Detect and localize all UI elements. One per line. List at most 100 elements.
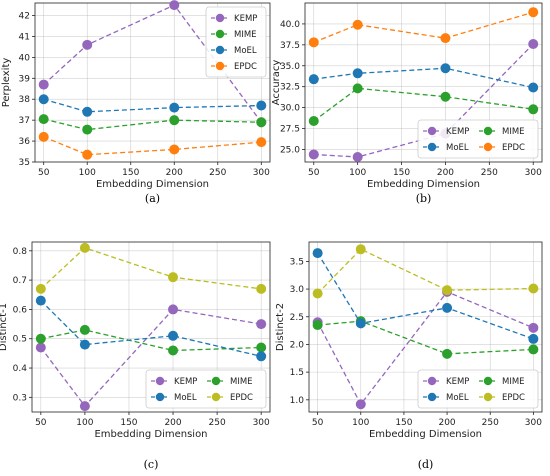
data-point-mime (38, 114, 49, 125)
legend-marker-epdc (215, 61, 225, 71)
x-tick-label: 300 (253, 418, 270, 428)
data-point-kemp (82, 39, 93, 50)
data-point-epdc (312, 288, 323, 299)
panel-caption: (a) (145, 192, 160, 205)
x-tick-label: 300 (525, 168, 542, 178)
x-tick-label: 50 (312, 418, 324, 428)
x-tick-label: 100 (352, 418, 369, 428)
y-tick-label: 0.3 (13, 393, 27, 403)
data-point-epdc (528, 283, 539, 294)
data-point-moel (312, 248, 323, 259)
data-point-moel (169, 102, 180, 113)
data-point-mime (308, 115, 319, 126)
y-axis-label: Accuracy (271, 60, 282, 106)
y-axis-label: Distinct-1 (0, 303, 9, 351)
legend-label-kemp: KEMP (446, 127, 469, 137)
data-point-epdc (169, 144, 180, 155)
legend: KEMP MIME MoEL EPDC (417, 119, 539, 159)
y-tick-label: 35 (19, 158, 30, 168)
data-point-epdc (168, 272, 179, 283)
data-point-kemp (168, 304, 179, 315)
legend-label-kemp: KEMP (446, 377, 469, 387)
data-point-moel (256, 351, 267, 362)
y-tick-label: 0.8 (13, 247, 28, 257)
legend-label-mime: MIME (230, 377, 253, 387)
data-point-moel (38, 94, 49, 105)
y-tick-label: 0.5 (13, 335, 27, 345)
data-point-kemp (169, 0, 180, 11)
axes-frame (304, 2, 543, 163)
data-point-moel (528, 82, 539, 93)
legend-marker-mime (215, 29, 225, 39)
x-tick-label: 50 (308, 168, 320, 178)
legend-marker-mime (211, 376, 221, 386)
data-point-kemp (308, 149, 319, 160)
legend: KEMP MIME MoEL EPDC (205, 6, 267, 78)
legend-box (145, 369, 267, 409)
legend-label-kemp: KEMP (174, 377, 197, 387)
x-axis-label: Embedding Dimension (369, 429, 482, 440)
y-tick-label: 1.0 (290, 396, 305, 406)
legend-marker-moel (215, 45, 225, 55)
y-axis-label: Perplexity (1, 58, 12, 108)
series-line-moel (313, 67, 534, 89)
series-line-epdc (313, 11, 534, 43)
legend-marker-epdc (483, 142, 493, 152)
y-tick-label: 42 (19, 12, 30, 22)
chart-panel-2: 50 100 150 200 250 300 25.0 27.5 30.0 32.5 35.0 37.… (271, 2, 543, 205)
series-line-moel (317, 252, 534, 340)
data-point-moel (355, 318, 366, 329)
y-tick-label: 25.0 (280, 145, 300, 155)
data-point-epdc (256, 283, 267, 294)
legend-marker-epdc (483, 392, 493, 402)
data-point-epdc (256, 137, 267, 148)
axes-frame (31, 241, 271, 413)
data-point-kemp (528, 322, 539, 333)
y-tick-label: 38 (19, 95, 31, 105)
series-line-mime (43, 118, 262, 131)
legend-box (205, 6, 267, 78)
x-tick-label: 200 (438, 418, 455, 428)
x-tick-label: 100 (349, 168, 366, 178)
panel-caption: (c) (144, 458, 159, 471)
x-tick-label: 150 (122, 168, 139, 178)
x-tick-label: 150 (393, 168, 410, 178)
legend-label-epdc: EPDC (502, 143, 525, 153)
y-tick-label: 41 (19, 32, 30, 42)
legend-marker-kemp (215, 13, 225, 23)
y-tick-label: 35.0 (280, 62, 300, 72)
legend-label-moel: MoEL (446, 143, 469, 153)
data-point-epdc (308, 37, 319, 48)
data-point-kemp (355, 399, 366, 410)
y-tick-label: 40.0 (280, 20, 300, 30)
data-point-epdc (442, 285, 453, 296)
legend-label-epdc: EPDC (502, 393, 525, 403)
data-point-kemp (256, 319, 267, 330)
x-axis-label: Embedding Dimension (96, 179, 209, 190)
data-point-epdc (528, 7, 539, 18)
legend-label-mime: MIME (234, 30, 257, 40)
series-line-kemp (313, 43, 534, 158)
data-point-mime (442, 348, 453, 359)
y-tick-label: 40 (19, 53, 31, 63)
data-point-mime (82, 124, 93, 135)
data-point-moel (308, 74, 319, 85)
x-axis-label: Embedding Dimension (367, 179, 480, 190)
legend: KEMP MIME MoEL EPDC (417, 369, 539, 409)
data-point-moel (168, 330, 179, 341)
data-point-moel (35, 295, 46, 306)
panel-caption: (d) (418, 458, 434, 471)
series-line-moel (40, 300, 262, 357)
data-point-mime (352, 83, 363, 94)
x-tick-label: 200 (164, 418, 181, 428)
series-line-mime (313, 87, 534, 122)
y-tick-label: 0.4 (13, 364, 28, 374)
axes-frame (308, 241, 543, 413)
x-tick-label: 250 (209, 168, 226, 178)
legend: KEMP MIME MoEL EPDC (145, 369, 267, 409)
legend-marker-epdc (211, 392, 221, 402)
y-tick-label: 0.6 (13, 305, 28, 315)
legend-marker-kemp (427, 376, 437, 386)
legend-label-epdc: EPDC (234, 62, 257, 72)
